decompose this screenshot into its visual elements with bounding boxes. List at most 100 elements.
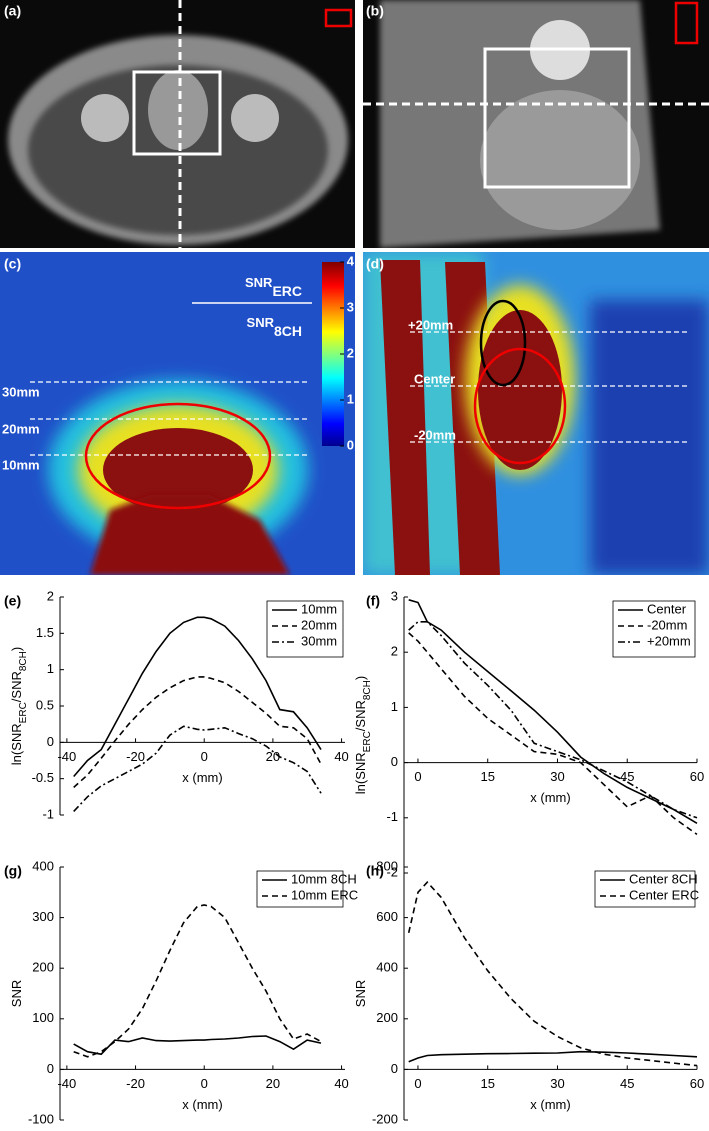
y-tick-label: 0 <box>47 734 54 749</box>
text-part: ln(SNR <box>9 723 24 765</box>
text-part: ) <box>9 647 24 651</box>
x-tick-label: 40 <box>334 1076 348 1091</box>
snr-map-axial <box>0 252 355 575</box>
legend-label: 30mm <box>301 633 337 648</box>
text-part: ERC <box>272 283 302 299</box>
legend-label: 20mm <box>301 617 337 632</box>
legend-label: Center ERC <box>629 887 699 902</box>
text-part: /SNR <box>353 700 368 731</box>
series-line <box>408 632 698 836</box>
x-tick-label: 0 <box>201 1076 208 1091</box>
y-tick-label: 1.5 <box>36 625 54 640</box>
colorbar-tick-label: 1 <box>347 391 354 406</box>
x-tick-label: 20 <box>266 1076 280 1091</box>
panel-label: (h) <box>366 863 384 879</box>
x-tick-label: -40 <box>57 749 76 764</box>
legend-label: Center 8CH <box>629 871 698 886</box>
x-tick-label: 20 <box>266 749 280 764</box>
y-tick-label: 1 <box>391 699 398 714</box>
y-tick-label: -200 <box>372 1111 398 1126</box>
y-tick-label: 0 <box>47 1061 54 1076</box>
x-axis-label: x (mm) <box>530 790 570 805</box>
series-line <box>73 1035 322 1056</box>
x-tick-label: 15 <box>480 1076 494 1091</box>
panel-label: (g) <box>4 863 22 879</box>
x-axis-label: x (mm) <box>182 1097 222 1112</box>
y-tick-label: 0 <box>391 754 398 769</box>
legend-label: 10mm 8CH <box>291 871 357 886</box>
y-tick-label: 2 <box>47 588 54 603</box>
legend <box>256 870 344 908</box>
ratio-denominator: SNR8CH <box>247 315 302 338</box>
y-tick-label: 1 <box>47 661 54 676</box>
text-part: ) <box>353 676 368 680</box>
x-tick-label: 45 <box>620 769 634 784</box>
y-tick-label: 400 <box>32 858 54 873</box>
slice-label: -20mm <box>414 427 456 442</box>
text-part: 8CH <box>18 651 29 671</box>
y-tick-label: -0.5 <box>32 770 54 785</box>
y-tick-label: 3 <box>391 588 398 603</box>
x-axis-label: x (mm) <box>530 1097 570 1112</box>
slice-label: +20mm <box>408 317 453 332</box>
roi <box>84 402 272 510</box>
x-tick-label: 0 <box>414 1076 421 1091</box>
y-tick-label: 300 <box>32 909 54 924</box>
slice-label: 20mm <box>2 421 40 436</box>
legend <box>594 870 696 908</box>
y-axis-label: SNR <box>353 980 368 1007</box>
panel-label: (a) <box>4 3 21 19</box>
ratio-numerator: SNRERC <box>245 275 302 298</box>
series-line <box>408 621 698 819</box>
roi <box>473 347 567 465</box>
y-tick-label: -1 <box>386 809 398 824</box>
text-part: SNR <box>245 275 273 290</box>
legend-label: Center <box>647 601 687 616</box>
x-tick-label: 40 <box>334 749 348 764</box>
mri-sagittal <box>363 0 709 248</box>
y-tick-label: 0.5 <box>36 697 54 712</box>
x-tick-label: 30 <box>550 1076 564 1091</box>
slice-label: Center <box>414 371 455 386</box>
y-tick-label: 400 <box>376 960 398 975</box>
mri-axial <box>0 0 355 248</box>
legend-label: -20mm <box>647 617 687 632</box>
x-tick-label: -20 <box>126 749 145 764</box>
x-tick-label: 0 <box>414 769 421 784</box>
y-tick-label: 200 <box>32 960 54 975</box>
y-tick-label: 0 <box>391 1061 398 1076</box>
y-tick-label: 200 <box>376 1010 398 1025</box>
x-tick-label: -40 <box>57 1076 76 1091</box>
series-line <box>408 1050 698 1063</box>
x-tick-label: 45 <box>620 1076 634 1091</box>
snr-map-sagittal <box>363 252 709 575</box>
y-axis-label: ln(SNRERC/SNR8CH) <box>9 647 29 765</box>
text-part: 8CH <box>274 323 302 339</box>
text-part: 8CH <box>362 680 373 700</box>
text-part: SNR <box>353 980 368 1007</box>
x-axis-label: x (mm) <box>182 770 222 785</box>
roi <box>479 299 527 387</box>
x-tick-label: 0 <box>201 749 208 764</box>
text-part: SNR <box>9 980 24 1007</box>
y-tick-label: -100 <box>28 1111 54 1126</box>
text-part: ERC <box>18 702 29 723</box>
panel-label: (f) <box>366 593 380 609</box>
legend-label: 10mm ERC <box>291 887 358 902</box>
legend-label: +20mm <box>647 633 691 648</box>
text-part: SNR <box>247 315 275 330</box>
text-part: ERC <box>362 731 373 752</box>
panel-label: (c) <box>4 256 21 272</box>
y-axis-label: ln(SNRERC/SNR8CH) <box>353 676 373 794</box>
y-tick-label: 600 <box>376 909 398 924</box>
series-line <box>73 616 322 778</box>
x-tick-label: 30 <box>550 769 564 784</box>
y-tick-label: 100 <box>32 1010 54 1025</box>
y-tick-label: 800 <box>376 858 398 873</box>
series-line <box>407 881 698 1067</box>
series-line <box>73 676 322 788</box>
series-line <box>73 904 322 1058</box>
slice-label: 10mm <box>2 457 40 472</box>
panel-label: (e) <box>4 593 21 609</box>
y-tick-label: -1 <box>42 806 54 821</box>
